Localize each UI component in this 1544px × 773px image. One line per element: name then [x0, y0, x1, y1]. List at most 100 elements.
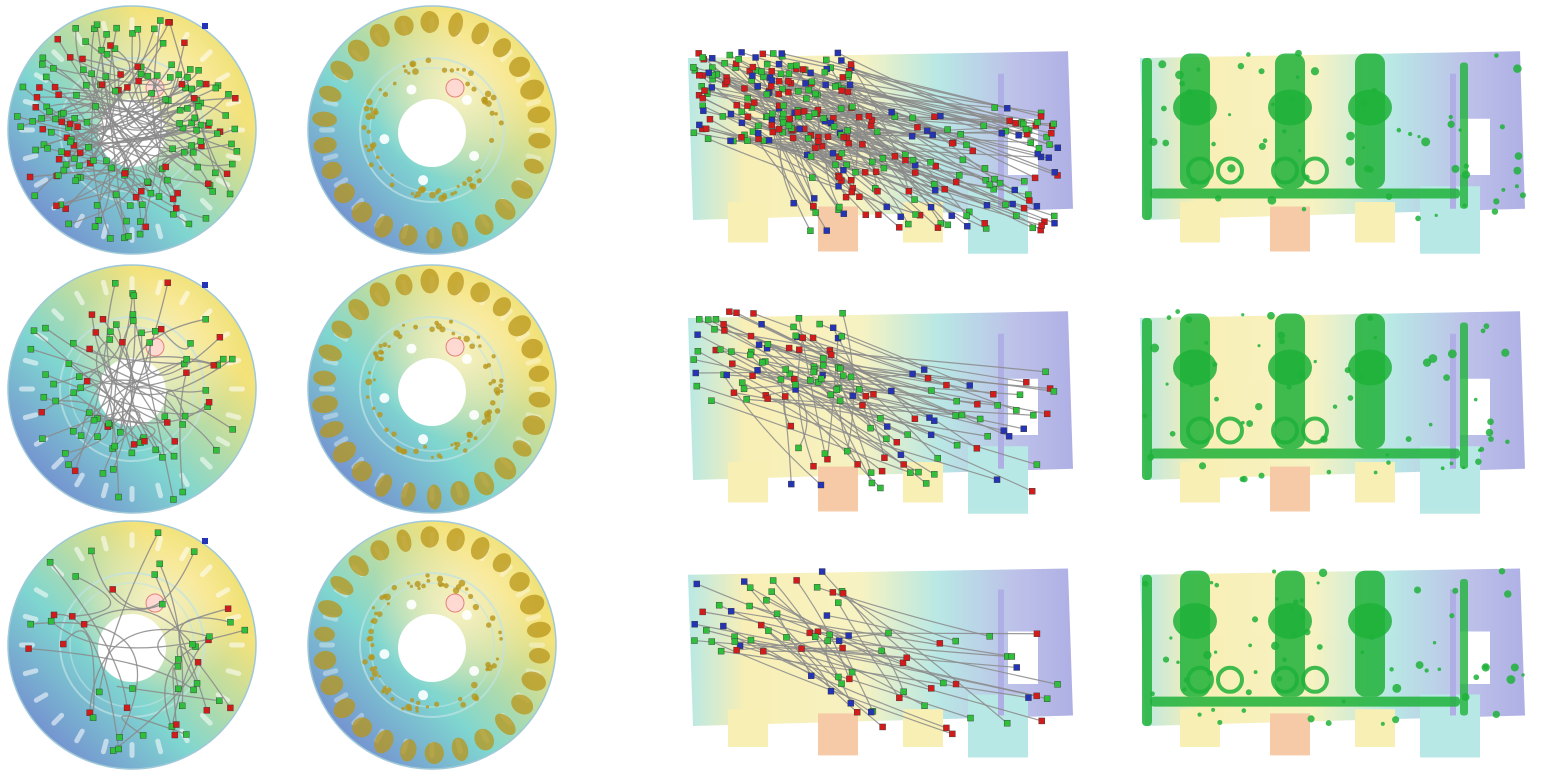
isosurface-blob: [400, 482, 416, 507]
isosurface-blob: [374, 729, 394, 754]
trajectory-marker: [845, 632, 852, 639]
isosurface-blob: [320, 675, 344, 696]
trajectory-marker: [744, 95, 751, 102]
trajectory-marker: [845, 140, 852, 147]
trajectory-marker: [93, 202, 101, 209]
isosurface-blob: [409, 697, 415, 703]
disc-surface-row3: [305, 518, 560, 772]
disc-slot: [22, 153, 39, 162]
isosurface-blob: [477, 168, 481, 172]
isosurface-blob: [420, 11, 440, 33]
trajectory-marker: [1051, 169, 1058, 176]
trajectory-marker: [967, 714, 974, 722]
trajectory-marker: [763, 91, 771, 98]
isosurface-blob: [494, 112, 498, 116]
trajectory-markers: [25, 529, 249, 754]
trajectory-marker: [190, 149, 197, 156]
trajectory-marker: [878, 647, 885, 655]
trajectory-marker: [69, 613, 76, 620]
trajectory-marker: [980, 122, 987, 129]
trajectory-marker: [709, 55, 716, 62]
isosurface-blob: [365, 378, 373, 386]
trajectory-marker: [164, 419, 171, 426]
isosurface-blob: [378, 166, 383, 170]
disc-slot: [74, 472, 85, 488]
isosurface-blob: [397, 333, 403, 340]
trajectory-line: [95, 338, 141, 444]
trajectory-marker: [93, 21, 101, 28]
disc-ring: [359, 316, 505, 462]
block-surface-row2: [1120, 300, 1540, 525]
block-surface-row1: [1120, 40, 1540, 265]
trajectory-marker: [733, 646, 740, 654]
trajectory-marker: [878, 467, 886, 475]
trajectory-marker: [740, 385, 748, 393]
trajectory-marker: [79, 55, 86, 63]
trajectory-marker: [796, 346, 803, 353]
trajectory-marker: [727, 110, 735, 118]
trajectory-marker: [694, 331, 701, 338]
trajectory-line: [105, 76, 209, 142]
trajectory-marker: [1054, 144, 1062, 151]
isosurface-blob: [519, 594, 545, 615]
trajectory-marker: [897, 451, 905, 458]
isosurface-blob: [473, 436, 478, 441]
trajectory-marker: [835, 637, 843, 644]
isosurface-blob: [330, 60, 354, 81]
trajectory-line: [821, 571, 944, 684]
isosurface-blob: [400, 448, 407, 455]
trajectory-marker: [47, 617, 55, 625]
isosurface-blob: [312, 395, 338, 414]
isosurface-blob: [450, 192, 454, 196]
trajectory-marker: [779, 85, 786, 93]
trajectory-marker: [153, 72, 161, 79]
isosurface-blob: [313, 136, 337, 154]
isosurface-blob: [499, 389, 504, 394]
disc-slot: [74, 728, 85, 744]
trajectory-marker: [1000, 427, 1007, 434]
trajectory-marker: [721, 60, 728, 67]
trajectory-marker: [119, 339, 126, 346]
isosurface-blob: [462, 181, 467, 186]
isosurface-blob: [333, 183, 355, 204]
trajectory-line: [771, 591, 853, 673]
disc-hub-hole: [398, 99, 466, 167]
disc-slot: [229, 386, 245, 392]
trajectory-marker: [808, 672, 815, 679]
isosurface-blob: [441, 67, 448, 73]
trajectory-marker: [791, 376, 798, 383]
trajectory-marker: [768, 110, 776, 117]
trajectory-marker: [881, 454, 888, 461]
isosurface-blob: [386, 687, 392, 693]
isosurface-blob: [456, 67, 460, 71]
disc-slot: [51, 456, 65, 470]
trajectory-marker: [212, 84, 220, 92]
isosurface-blob: [370, 141, 377, 148]
isosurface-blob: [382, 342, 388, 348]
trajectory-marker: [173, 721, 180, 728]
trajectory-marker: [181, 39, 188, 46]
trajectory-marker: [744, 113, 752, 121]
trajectory-marker: [175, 656, 182, 663]
trajectory-marker: [142, 223, 150, 231]
disc-slot: [322, 668, 339, 677]
trajectory-marker: [82, 38, 89, 45]
trajectory-marker: [794, 109, 802, 116]
trajectory-marker: [69, 428, 77, 435]
bolt-hole: [379, 649, 390, 660]
trajectory-line: [56, 181, 148, 207]
isosurface-blob: [426, 227, 443, 249]
trajectory-marker: [873, 128, 881, 135]
trajectory-marker: [106, 336, 114, 343]
trajectory-marker: [812, 144, 819, 151]
trajectory-marker: [222, 112, 229, 119]
disc-slot: [155, 223, 164, 240]
trajectory-marker: [743, 396, 750, 403]
isosurface-blob: [448, 319, 454, 324]
trajectory-marker: [144, 72, 152, 80]
isosurface-blob: [370, 643, 375, 648]
disc-slot: [225, 668, 242, 677]
trajectory-marker: [19, 83, 27, 91]
trajectory-marker: [893, 439, 901, 446]
isosurface-blob: [483, 363, 489, 370]
